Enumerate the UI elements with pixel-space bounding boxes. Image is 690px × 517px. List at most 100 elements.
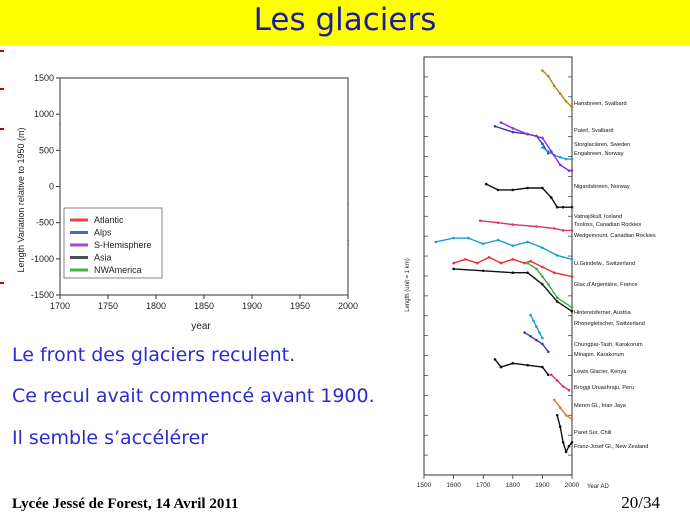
glacier-length-records-chart: 1500 1600 1700 1800 1900 2000 Hansbreen, Sval… bbox=[405, 56, 656, 490]
right-x-tick-label: 1800 bbox=[506, 482, 521, 489]
glacier-series-line bbox=[435, 237, 573, 260]
glacier-label: Nigardsbreen, Norway bbox=[574, 184, 630, 190]
glacier-label: U.Grindelw., Switzerland bbox=[574, 261, 635, 267]
glacier-series-line bbox=[550, 374, 570, 391]
glacier-series-point bbox=[511, 188, 515, 192]
glacier-series-line bbox=[541, 70, 573, 108]
glacier-series-point bbox=[561, 441, 565, 444]
glacier-series-point bbox=[538, 331, 541, 334]
glacier-series-point bbox=[478, 219, 482, 222]
glacier-series-point bbox=[561, 385, 565, 388]
glacier-series-point bbox=[567, 169, 571, 172]
glacier-label: Engabreen, Norway bbox=[574, 151, 624, 157]
glacier-series-point bbox=[558, 163, 562, 167]
glacier-series-point bbox=[499, 121, 503, 124]
glacier-series-point bbox=[570, 258, 574, 261]
glacier-series-point bbox=[484, 182, 488, 186]
glacier-series-point bbox=[558, 425, 562, 429]
body-line-3: Il semble s’accélérer bbox=[12, 427, 209, 449]
glacier-series-point bbox=[526, 271, 529, 274]
glacier-series-point bbox=[555, 414, 559, 417]
glacier-series-point bbox=[541, 365, 544, 369]
glacier-series-point bbox=[526, 240, 529, 244]
x-tick-label: 1850 bbox=[194, 301, 214, 311]
glacier-series-point bbox=[564, 157, 568, 161]
glacier-series-point bbox=[567, 388, 571, 392]
glacier-series-point bbox=[529, 335, 532, 338]
body-line-2: Ce recul avait commencé avant 1900. bbox=[12, 385, 375, 407]
glacier-label: Lewis Glacier, Kenya bbox=[574, 369, 627, 375]
glacier-series-point bbox=[487, 256, 491, 259]
glacier-series-point bbox=[570, 105, 574, 109]
glacier-series-point bbox=[564, 450, 568, 454]
glacier-series-point bbox=[529, 259, 532, 263]
glacier-series-point bbox=[550, 150, 553, 153]
glacier-series-point bbox=[570, 441, 574, 444]
glacier-series-point bbox=[523, 261, 526, 265]
glacier-series-point bbox=[526, 261, 529, 265]
glacier-series-point bbox=[511, 258, 515, 261]
glacier-series-point bbox=[541, 69, 544, 72]
x-tick-label: 2000 bbox=[338, 301, 358, 311]
glacier-series-point bbox=[529, 313, 532, 317]
page-number: 20/34 bbox=[621, 493, 660, 512]
glacier-series-point bbox=[555, 300, 559, 303]
glacier-series-point bbox=[541, 146, 544, 149]
glacier-label: Hintereisferner, Austria bbox=[574, 310, 631, 316]
y-tick-label: 1500 bbox=[34, 73, 54, 83]
legend-label: NWAmerica bbox=[94, 265, 142, 275]
glacier-series-point bbox=[535, 267, 538, 271]
glacier-series-point bbox=[550, 373, 553, 377]
x-tick-label: 1700 bbox=[50, 301, 70, 311]
y-axis-label: Length Variation relative to 1950 (m) bbox=[16, 128, 26, 273]
glacier-series-point bbox=[511, 130, 515, 134]
glacier-series-point bbox=[511, 244, 515, 248]
legend-label: Atlantic bbox=[94, 215, 124, 225]
slide-title: Les glaciers bbox=[253, 2, 437, 38]
glacier-series-point bbox=[532, 319, 535, 323]
glacier-label: Hansbreen, Svalbard bbox=[574, 101, 627, 107]
glacier-series-point bbox=[555, 205, 559, 209]
right-chart-lines bbox=[434, 69, 574, 454]
glacier-series-point bbox=[541, 246, 544, 249]
glacier-label: Glac.d'Argentière, France bbox=[574, 282, 638, 288]
margin-mark bbox=[0, 282, 4, 284]
margin-mark bbox=[0, 88, 4, 90]
glacier-series-point bbox=[558, 406, 562, 409]
glacier-series-point bbox=[499, 261, 503, 265]
glacier-series-point bbox=[547, 373, 550, 377]
glacier-series-point bbox=[535, 225, 538, 228]
glacier-series-line bbox=[527, 262, 573, 308]
glacier-label: Broggi Uruashraju, Peru bbox=[574, 385, 634, 391]
glacier-series-point bbox=[541, 142, 544, 145]
glacier-series-point bbox=[496, 221, 500, 224]
y-tick-label: 1000 bbox=[34, 109, 54, 119]
glacier-series-point bbox=[555, 254, 559, 257]
glacier-series-point bbox=[481, 269, 485, 273]
glacier-series-point bbox=[570, 205, 574, 209]
margin-mark bbox=[0, 128, 4, 130]
glacier-label: Vatnajökull, Iceland bbox=[574, 214, 622, 220]
glacier-series-point bbox=[434, 240, 438, 244]
glacier-series-point bbox=[541, 336, 544, 340]
glacier-series-point bbox=[570, 275, 574, 278]
glacier-series-point bbox=[493, 358, 497, 361]
glacier-series-point bbox=[541, 275, 544, 278]
x-tick-label: 1900 bbox=[242, 301, 262, 311]
glacier-series-point bbox=[523, 331, 526, 334]
x-axis-label: year bbox=[191, 321, 211, 332]
glacier-series-point bbox=[567, 444, 571, 448]
glacier-series-point bbox=[547, 75, 550, 78]
right-x-tick-label: 1700 bbox=[476, 482, 491, 489]
right-x-tick-label: 1500 bbox=[417, 482, 432, 489]
legend-label: S-Hemisphere bbox=[94, 240, 152, 250]
glacier-series-point bbox=[541, 283, 544, 286]
glacier-series-point bbox=[561, 205, 565, 209]
glacier-series-point bbox=[570, 310, 574, 313]
y-tick-label: -500 bbox=[36, 218, 54, 228]
right-y-axis-label: Length (unit = 1 km) bbox=[405, 258, 411, 312]
right-chart-labels: Hansbreen, Svalbard Paierl, Svalbard Storg… bbox=[574, 101, 656, 450]
glacier-series-point bbox=[552, 398, 556, 402]
glacier-label: Meren Gl., Irian Jaya bbox=[574, 403, 627, 409]
right-plot-frame bbox=[423, 56, 573, 476]
